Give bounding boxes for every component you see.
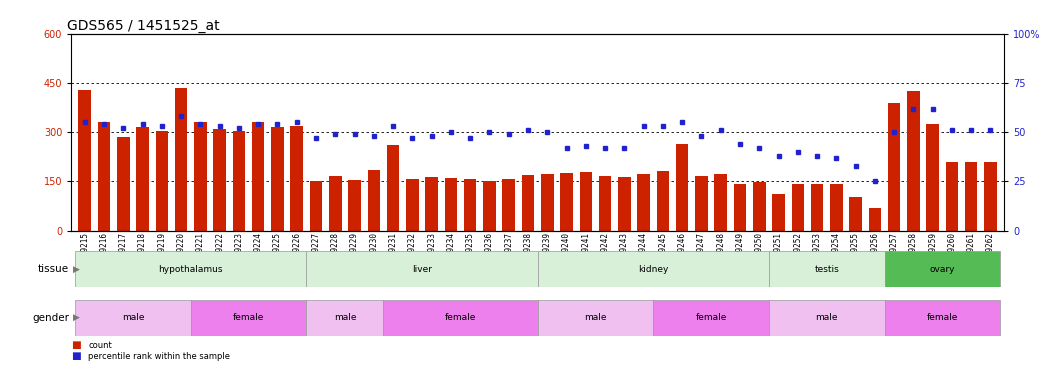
Text: female: female (926, 314, 958, 322)
Text: liver: liver (412, 265, 432, 274)
Bar (368, 170, 380, 231)
Text: tissue: tissue (38, 264, 69, 274)
Bar (580, 172, 592, 231)
Bar (136, 127, 149, 231)
Bar (117, 137, 130, 231)
Bar (194, 122, 206, 231)
Bar (387, 146, 399, 231)
Bar (888, 103, 900, 231)
Bar (791, 184, 804, 231)
Bar (885, 251, 1000, 287)
Text: male: male (122, 314, 145, 322)
Text: ▶: ▶ (73, 314, 81, 322)
Bar (734, 184, 746, 231)
Bar (329, 177, 342, 231)
Bar (541, 174, 553, 231)
Bar (502, 179, 515, 231)
Text: female: female (444, 314, 476, 322)
Text: ▶: ▶ (73, 265, 81, 274)
Bar (769, 300, 885, 336)
Bar (233, 130, 245, 231)
Text: ■: ■ (71, 351, 81, 361)
Bar (348, 180, 361, 231)
Bar (715, 174, 727, 231)
Bar (306, 251, 538, 287)
Text: ■: ■ (71, 340, 81, 350)
Bar (75, 251, 306, 287)
Bar (290, 126, 303, 231)
Bar (155, 130, 168, 231)
Text: female: female (233, 314, 264, 322)
Bar (538, 251, 769, 287)
Bar (175, 88, 188, 231)
Bar (522, 175, 534, 231)
Bar (384, 300, 538, 336)
Bar (849, 197, 861, 231)
Text: gender: gender (32, 313, 69, 323)
Text: male: male (815, 314, 838, 322)
Bar (75, 300, 191, 336)
Bar (598, 176, 611, 231)
Bar (464, 179, 477, 231)
Text: kidney: kidney (638, 265, 669, 274)
Bar (885, 300, 1000, 336)
Text: female: female (696, 314, 726, 322)
Text: hypothalamus: hypothalamus (158, 265, 223, 274)
Text: male: male (333, 314, 356, 322)
Bar (618, 177, 631, 231)
Bar (695, 176, 707, 231)
Text: count: count (88, 340, 112, 350)
Bar (191, 300, 306, 336)
Bar (752, 182, 765, 231)
Bar (926, 124, 939, 231)
Text: ovary: ovary (930, 265, 955, 274)
Bar (306, 300, 384, 336)
Bar (772, 194, 785, 231)
Bar (444, 178, 457, 231)
Bar (769, 251, 885, 287)
Bar (657, 171, 670, 231)
Bar (830, 184, 843, 231)
Bar (561, 173, 573, 231)
Bar (271, 127, 284, 231)
Text: testis: testis (814, 265, 839, 274)
Bar (483, 181, 496, 231)
Text: GDS565 / 1451525_at: GDS565 / 1451525_at (67, 19, 219, 33)
Text: male: male (584, 314, 607, 322)
Bar (908, 91, 920, 231)
Bar (425, 177, 438, 231)
Bar (310, 181, 323, 231)
Bar (811, 184, 824, 231)
Bar (653, 300, 769, 336)
Bar (676, 144, 689, 231)
Bar (79, 90, 91, 231)
Text: percentile rank within the sample: percentile rank within the sample (88, 352, 230, 361)
Bar (869, 209, 881, 231)
Bar (97, 122, 110, 231)
Bar (965, 162, 978, 231)
Bar (214, 129, 226, 231)
Bar (945, 162, 958, 231)
Bar (637, 174, 650, 231)
Bar (984, 162, 997, 231)
Bar (252, 122, 264, 231)
Bar (406, 179, 418, 231)
Bar (538, 300, 653, 336)
